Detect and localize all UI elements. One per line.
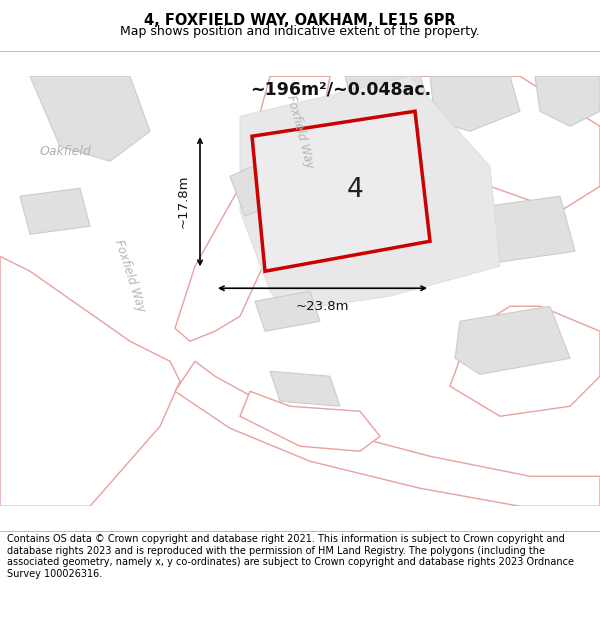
Polygon shape	[20, 188, 90, 234]
Text: Foxfield Way: Foxfield Way	[112, 238, 148, 314]
Polygon shape	[450, 306, 600, 416]
Polygon shape	[252, 111, 430, 271]
Polygon shape	[430, 76, 520, 131]
Polygon shape	[230, 161, 280, 216]
Polygon shape	[255, 291, 320, 331]
Text: Oakfield: Oakfield	[39, 145, 91, 158]
Polygon shape	[450, 196, 575, 266]
Text: Foxfield Way: Foxfield Way	[284, 93, 316, 169]
Text: ~196m²/~0.048ac.: ~196m²/~0.048ac.	[250, 80, 431, 98]
Polygon shape	[455, 306, 570, 374]
Polygon shape	[240, 391, 380, 451]
Text: 4, FOXFIELD WAY, OAKHAM, LE15 6PR: 4, FOXFIELD WAY, OAKHAM, LE15 6PR	[144, 12, 456, 28]
Polygon shape	[175, 361, 600, 506]
Text: 4: 4	[347, 177, 364, 203]
Polygon shape	[270, 371, 340, 406]
Polygon shape	[390, 76, 600, 211]
Polygon shape	[240, 76, 500, 311]
Polygon shape	[345, 76, 440, 151]
Text: ~17.8m: ~17.8m	[177, 175, 190, 229]
Polygon shape	[535, 76, 600, 126]
Polygon shape	[30, 76, 150, 161]
Text: Contains OS data © Crown copyright and database right 2021. This information is : Contains OS data © Crown copyright and d…	[7, 534, 574, 579]
Text: ~23.8m: ~23.8m	[296, 300, 349, 313]
Text: Map shows position and indicative extent of the property.: Map shows position and indicative extent…	[120, 26, 480, 39]
Polygon shape	[175, 76, 330, 341]
Polygon shape	[0, 256, 180, 506]
